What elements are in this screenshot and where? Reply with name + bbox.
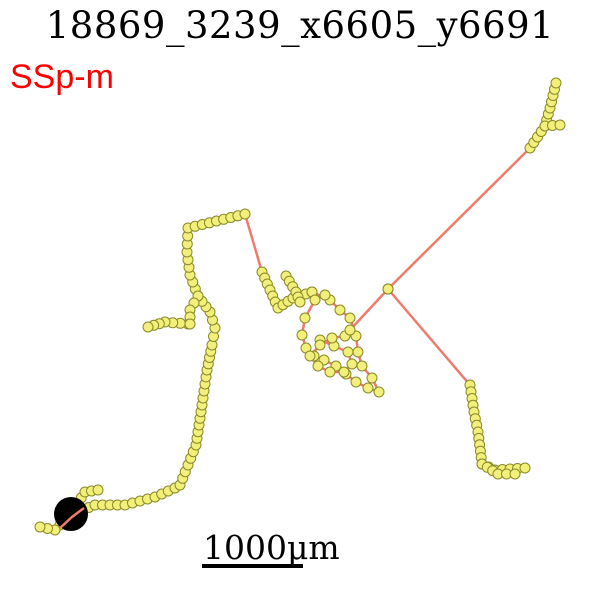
neurite-node [296, 329, 308, 341]
neurite-node [342, 346, 354, 358]
neurite-node [312, 360, 324, 372]
neurite-node [554, 119, 566, 131]
neurite-node [519, 462, 531, 474]
neurite-node [92, 484, 104, 496]
neurite-node [344, 312, 356, 324]
neurite-node [304, 350, 316, 362]
neurite-node [34, 521, 46, 533]
neurite-node [509, 468, 521, 480]
neurite-node [346, 358, 358, 370]
neurite-node [294, 296, 306, 308]
neurite-node [350, 376, 362, 388]
branch-to-hub [348, 287, 390, 332]
neurite-node [550, 77, 562, 89]
neurite-node [324, 366, 336, 378]
neurite-node [326, 332, 338, 344]
neurite-node [184, 318, 196, 330]
neurite-node [338, 366, 350, 378]
branch-lower-right [386, 287, 527, 472]
scale-bar-label: 1000μm [203, 528, 340, 567]
neuron-id-title: 18869_3239_x6605_y6691 [45, 4, 555, 47]
neurite-node [309, 294, 321, 306]
soma [54, 497, 88, 531]
neurite-node [319, 289, 331, 301]
neurite-node [239, 208, 251, 220]
neurite-node [142, 321, 154, 333]
neurite-node [334, 304, 346, 316]
soma-overlay-branch [59, 507, 85, 529]
neurite-node [366, 372, 378, 384]
neurite-node [356, 360, 368, 372]
neurite-node [299, 312, 311, 324]
neurite-node [314, 339, 326, 351]
neurite-node [352, 346, 364, 358]
neurite-nodes [34, 77, 566, 536]
brain-region-label: SSp-m [10, 58, 114, 96]
scale-bar [202, 564, 303, 568]
branch-upper-right [386, 81, 558, 291]
neurite-node [344, 324, 356, 336]
neurite-node [362, 382, 374, 394]
neurite-node [373, 386, 385, 398]
neurite-node [382, 283, 394, 295]
